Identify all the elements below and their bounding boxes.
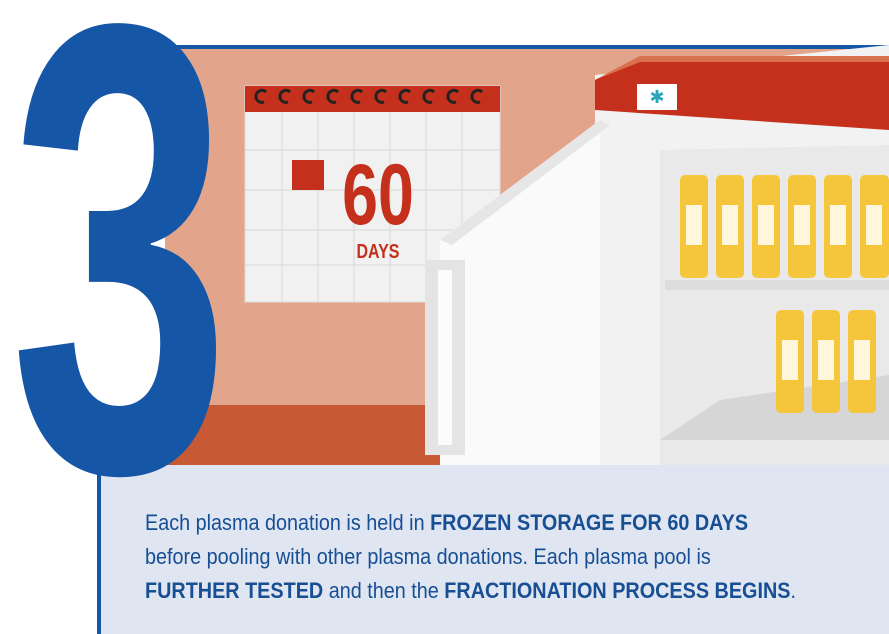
day-unit: DAYS xyxy=(357,240,400,262)
description-line: before pooling with other plasma donatio… xyxy=(145,540,796,574)
description-line: FURTHER TESTED and then the FRACTIONATIO… xyxy=(145,574,796,608)
text: and then the xyxy=(323,578,444,603)
text: . xyxy=(790,578,796,603)
description-line: Each plasma donation is held in FROZEN S… xyxy=(145,506,796,540)
bold-text: FURTHER TESTED xyxy=(145,578,323,603)
day-count: 60 xyxy=(342,147,414,243)
bold-text: FROZEN STORAGE FOR 60 DAYS xyxy=(430,510,748,535)
scene-border xyxy=(165,45,889,49)
svg-text:✱: ✱ xyxy=(649,87,664,107)
infographic: 60 DAYS ✱ 3 Each plasma donat xyxy=(0,0,889,634)
text: before pooling with other plasma donatio… xyxy=(145,544,711,569)
description: Each plasma donation is held in FROZEN S… xyxy=(145,506,796,608)
text: Each plasma donation is held in xyxy=(145,510,430,535)
bold-text: FRACTIONATION PROCESS BEGINS xyxy=(444,578,790,603)
